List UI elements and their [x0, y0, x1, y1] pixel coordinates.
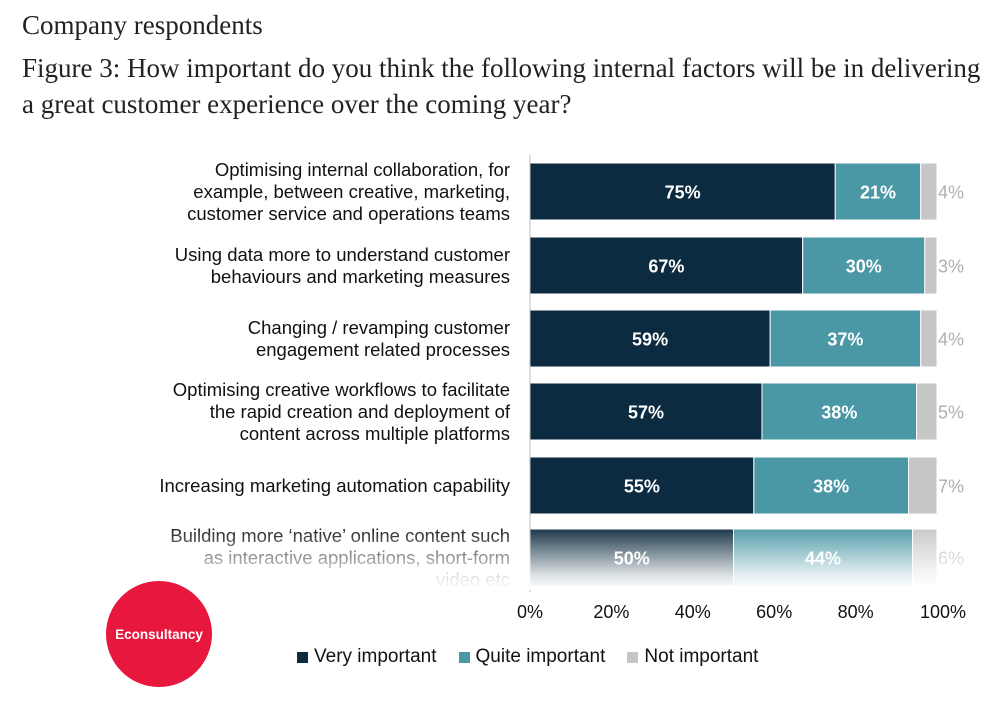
x-tick-label: 40% [675, 602, 711, 622]
x-tick-label: 100% [920, 602, 966, 622]
category-label-line: content across multiple platforms [239, 422, 510, 444]
category-label-line: engagement related processes [255, 338, 510, 360]
category-label-line: Changing / revamping customer [247, 316, 510, 338]
legend-item-quite: Quite important [458, 646, 606, 668]
category-label: Using data more to understand customer be… [90, 244, 510, 288]
bar-segment-very [529, 236, 804, 295]
data-label-very: 75% [665, 183, 701, 203]
bar-segment-not [920, 309, 938, 368]
x-tick-label: 20% [593, 602, 629, 622]
data-label-not: 5% [938, 403, 964, 423]
chart-title: Figure 3: How important do you think the… [22, 53, 981, 119]
category-label: Increasing marketing automation capabili… [90, 475, 510, 497]
data-label-not: 4% [938, 330, 964, 350]
chart-subtitle: Company respondents [22, 10, 263, 40]
category-label-line: Optimising creative workflows to facilit… [172, 378, 510, 400]
category-label-line: the rapid creation and deployment of [209, 400, 510, 422]
data-label-very: 50% [614, 549, 650, 569]
bar-segment-quite [834, 162, 922, 221]
data-label-quite: 44% [805, 549, 841, 569]
logo-text: Econsultancy [115, 626, 203, 642]
x-tick-label: 60% [756, 602, 792, 622]
category-label-line: example, between creative, marketing, [193, 180, 510, 202]
legend-label-quite: Quite important [475, 646, 606, 667]
legend-swatch-quite [458, 651, 470, 663]
legend: Very important Quite important Not impor… [297, 646, 758, 668]
category-label: Optimising internal collaboration, for ex… [90, 159, 510, 225]
legend-swatch-very [297, 651, 308, 663]
data-label-not: 6% [938, 549, 964, 569]
category-label: Changing / revamping customer engagement … [90, 317, 510, 361]
data-label-not: 7% [938, 477, 964, 497]
bar-segment-not [920, 162, 938, 221]
bar-segment-very [529, 309, 771, 368]
category-label: Optimising creative workflows to facilit… [90, 379, 510, 445]
bar-segment-very [529, 162, 836, 221]
legend-label-not: Not important [644, 646, 759, 667]
data-label-not: 4% [938, 183, 964, 203]
category-label-line: Optimising internal collaboration, for [214, 158, 510, 180]
bar-segment-quite [802, 236, 926, 295]
legend-label-very: Very important [314, 646, 437, 667]
category-label-line: Increasing marketing automation capabili… [159, 474, 510, 496]
x-tick-label: 0% [517, 602, 543, 622]
category-label-line: Using data more to understand customer [174, 243, 510, 265]
data-label-quite: 21% [860, 183, 896, 203]
data-label-very: 59% [632, 330, 668, 350]
bar-segment-very [529, 456, 755, 515]
data-label-quite: 38% [821, 403, 857, 423]
bar-segment-very [529, 382, 763, 441]
bar-segment-quite [769, 309, 922, 368]
data-label-very: 67% [648, 257, 684, 277]
category-label-line: customer service and operations teams [187, 202, 510, 224]
data-label-quite: 37% [827, 330, 863, 350]
legend-swatch-not [627, 651, 639, 663]
data-label-quite: 30% [846, 257, 882, 277]
category-label-line: behaviours and marketing measures [210, 265, 510, 287]
data-label-not: 3% [938, 257, 964, 277]
bar-segment-not [916, 382, 938, 441]
data-label-quite: 38% [813, 477, 849, 497]
bar-segment-quite [753, 456, 910, 515]
data-label-very: 55% [624, 477, 660, 497]
bar-segment-not [924, 236, 938, 295]
x-tick-label: 80% [838, 602, 874, 622]
bar-segment-not [908, 456, 938, 515]
legend-item-not: Not important [627, 646, 758, 668]
legend-item-very: Very important [297, 646, 437, 668]
data-label-very: 57% [628, 403, 664, 423]
bar-segment-not [912, 528, 938, 587]
econsultancy-logo: Econsultancy [106, 581, 212, 687]
